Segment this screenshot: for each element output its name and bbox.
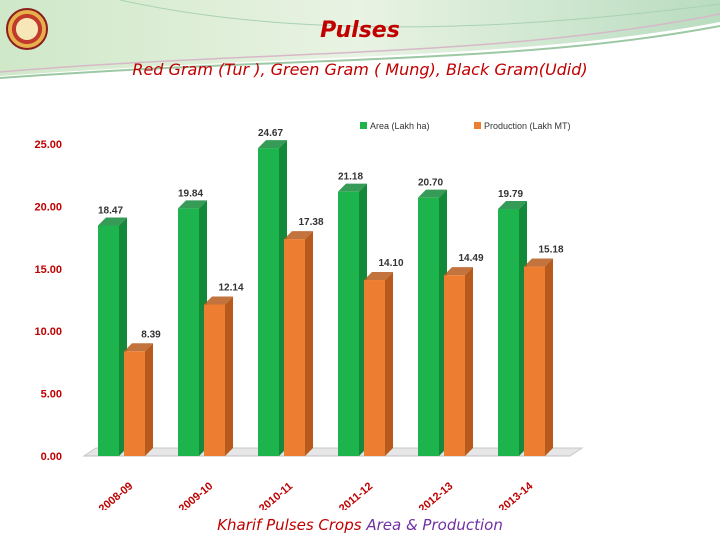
- bar-side: [545, 258, 553, 456]
- x-tick-label: 2013-14: [497, 480, 536, 510]
- emblem-icon: [6, 8, 48, 50]
- x-tick-label: 2010-11: [257, 480, 295, 510]
- bar-top: [498, 201, 527, 210]
- production-bar: [124, 351, 145, 456]
- bar-top: [98, 217, 127, 226]
- y-tick-label: 5.00: [41, 389, 62, 401]
- production-bar: [284, 239, 305, 456]
- data-label: 18.47: [98, 205, 123, 216]
- data-label: 19.79: [498, 189, 523, 200]
- x-tick-label: 2009-10: [177, 480, 216, 510]
- x-tick-label: 2012-13: [417, 480, 456, 510]
- legend-label: Area (Lakh ha): [370, 121, 430, 131]
- data-label: 20.70: [418, 178, 443, 189]
- data-label: 14.10: [378, 258, 403, 269]
- bar-top: [204, 296, 233, 305]
- page-subtitle: Red Gram (Tur ), Green Gram ( Mung), Bla…: [132, 60, 588, 79]
- data-label: 15.18: [538, 245, 563, 256]
- production-bar: [204, 304, 225, 456]
- production-bar: [524, 266, 545, 456]
- production-bar: [364, 280, 385, 456]
- data-label: 17.38: [298, 217, 323, 228]
- legend-label: Production (Lakh MT): [484, 121, 571, 131]
- bar-chart: 0.00 5.00 10.00 15.00 20.00 25.00 2008-09 2009-…: [34, 121, 584, 510]
- legend-swatch-area: [360, 122, 367, 129]
- data-label: 14.49: [458, 253, 483, 264]
- banner-decoration: [0, 0, 720, 79]
- bar-top: [124, 343, 153, 352]
- bar-top: [524, 258, 553, 267]
- area-bar: [258, 148, 279, 456]
- bar-top: [284, 231, 313, 240]
- area-bar: [418, 197, 439, 456]
- area-bar: [98, 225, 119, 456]
- x-tick-label: 2008-09: [97, 480, 136, 510]
- header-banner: [0, 0, 720, 90]
- chart-caption: Kharif Pulses Crops Area & Production: [0, 516, 720, 534]
- bar-top: [258, 140, 287, 149]
- data-label: 12.14: [218, 282, 243, 293]
- bar-side: [225, 296, 233, 456]
- bar-side: [465, 267, 473, 456]
- bar-top: [418, 189, 447, 198]
- y-tick-label: 15.00: [34, 264, 62, 276]
- y-tick-label: 25.00: [34, 139, 62, 151]
- y-tick-label: 0.00: [41, 451, 62, 463]
- bar-top: [444, 267, 473, 276]
- area-bar: [338, 191, 359, 457]
- y-tick-label: 20.00: [34, 201, 62, 213]
- bar-top: [338, 183, 367, 192]
- data-label: 24.67: [258, 128, 283, 139]
- legend-swatch-production: [474, 122, 481, 129]
- production-bar: [444, 275, 465, 456]
- bar-side: [145, 343, 153, 456]
- data-label: 21.18: [338, 172, 363, 183]
- bar-top: [364, 272, 393, 281]
- y-tick-label: 10.00: [34, 326, 62, 338]
- bar-top: [178, 200, 207, 209]
- x-tick-label: 2011-12: [337, 480, 375, 510]
- data-label: 19.84: [178, 188, 203, 199]
- data-label: 8.39: [141, 329, 161, 340]
- page-title: Pulses: [320, 18, 400, 43]
- area-bar: [178, 208, 199, 456]
- caption-crops: Kharif Pulses Crops: [217, 516, 367, 534]
- bar-side: [385, 272, 393, 456]
- bar-side: [305, 231, 313, 456]
- area-bar: [498, 209, 519, 456]
- caption-area-production: Area & Production: [366, 516, 503, 534]
